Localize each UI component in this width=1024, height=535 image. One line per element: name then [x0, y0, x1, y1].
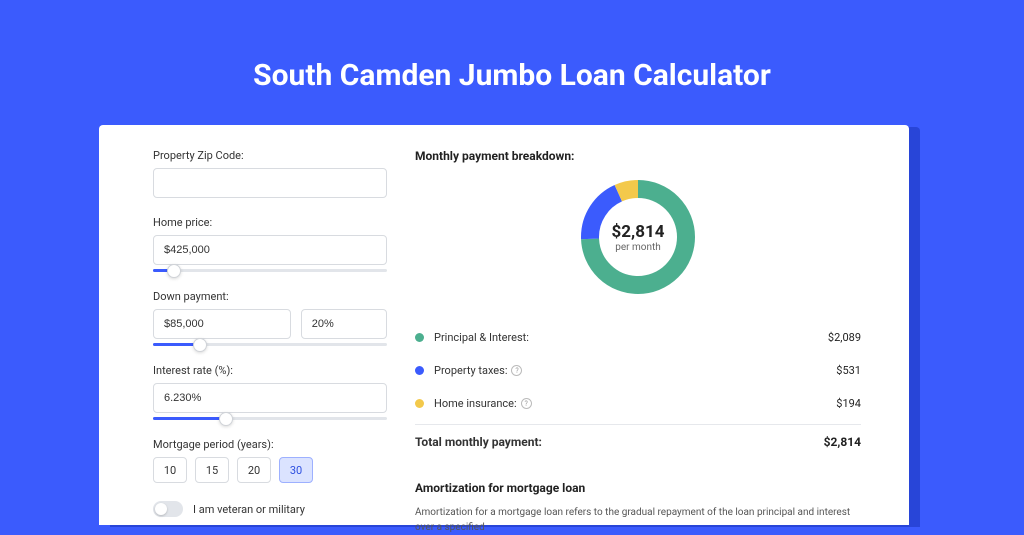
zip-label: Property Zip Code: — [153, 149, 387, 162]
donut-center: $2,814 per month — [578, 177, 698, 297]
period-btn-10[interactable]: 10 — [153, 457, 187, 483]
slider-thumb[interactable] — [167, 264, 181, 278]
home-price-input[interactable] — [153, 235, 387, 265]
down-payment-input[interactable] — [153, 309, 291, 339]
interest-rate-slider[interactable] — [153, 417, 387, 420]
donut-sub: per month — [615, 242, 661, 253]
donut-chart-wrap: $2,814 per month — [415, 177, 861, 297]
legend-label: Principal & Interest: — [434, 331, 828, 344]
info-icon[interactable]: ? — [521, 398, 532, 409]
veteran-label: I am veteran or military — [193, 503, 305, 516]
down-payment-slider[interactable] — [153, 343, 387, 346]
mortgage-period-field: Mortgage period (years): 10 15 20 30 — [153, 438, 387, 483]
home-price-label: Home price: — [153, 216, 387, 229]
down-payment-pct-input[interactable] — [301, 309, 387, 339]
total-value: $2,814 — [824, 435, 861, 449]
page-title: South Camden Jumbo Loan Calculator — [0, 0, 1024, 119]
legend-dot — [415, 399, 424, 408]
period-btn-20[interactable]: 20 — [237, 457, 271, 483]
legend-label-text: Property taxes: — [434, 364, 507, 377]
slider-thumb[interactable] — [219, 412, 233, 426]
amortization-title: Amortization for mortgage loan — [415, 481, 861, 495]
calculator-panel: Property Zip Code: Home price: Down paym… — [99, 125, 909, 525]
veteran-toggle[interactable] — [153, 501, 183, 517]
legend-value: $194 — [836, 397, 861, 410]
legend-row-insurance: Home insurance: ? $194 — [415, 387, 861, 420]
legend-row-total: Total monthly payment: $2,814 — [415, 424, 861, 459]
form-column: Property Zip Code: Home price: Down paym… — [99, 125, 399, 525]
amortization-text: Amortization for a mortgage loan refers … — [415, 505, 861, 535]
down-payment-field: Down payment: — [153, 290, 387, 346]
down-payment-label: Down payment: — [153, 290, 387, 303]
zip-input[interactable] — [153, 168, 387, 198]
breakdown-column: Monthly payment breakdown: $2,814 per mo… — [399, 125, 909, 525]
slider-thumb[interactable] — [193, 338, 207, 352]
home-price-field: Home price: — [153, 216, 387, 272]
legend-row-taxes: Property taxes: ? $531 — [415, 354, 861, 387]
breakdown-title: Monthly payment breakdown: — [415, 149, 861, 163]
legend-value: $2,089 — [828, 331, 861, 344]
legend-label: Home insurance: ? — [434, 397, 836, 410]
zip-field: Property Zip Code: — [153, 149, 387, 198]
legend-row-principal: Principal & Interest: $2,089 — [415, 321, 861, 354]
donut-amount: $2,814 — [612, 222, 665, 242]
interest-rate-field: Interest rate (%): — [153, 364, 387, 420]
donut-chart: $2,814 per month — [578, 177, 698, 297]
legend-value: $531 — [836, 364, 861, 377]
period-buttons: 10 15 20 30 — [153, 457, 387, 483]
legend-label-text: Home insurance: — [434, 397, 517, 410]
interest-rate-label: Interest rate (%): — [153, 364, 387, 377]
info-icon[interactable]: ? — [511, 365, 522, 376]
legend-label: Property taxes: ? — [434, 364, 836, 377]
veteran-toggle-row: I am veteran or military — [153, 501, 387, 517]
legend-dot — [415, 333, 424, 342]
mortgage-period-label: Mortgage period (years): — [153, 438, 387, 451]
period-btn-30[interactable]: 30 — [279, 457, 313, 483]
total-label: Total monthly payment: — [415, 435, 824, 449]
interest-rate-input[interactable] — [153, 383, 387, 413]
slider-fill — [153, 417, 226, 420]
legend-dot — [415, 366, 424, 375]
home-price-slider[interactable] — [153, 269, 387, 272]
period-btn-15[interactable]: 15 — [195, 457, 229, 483]
